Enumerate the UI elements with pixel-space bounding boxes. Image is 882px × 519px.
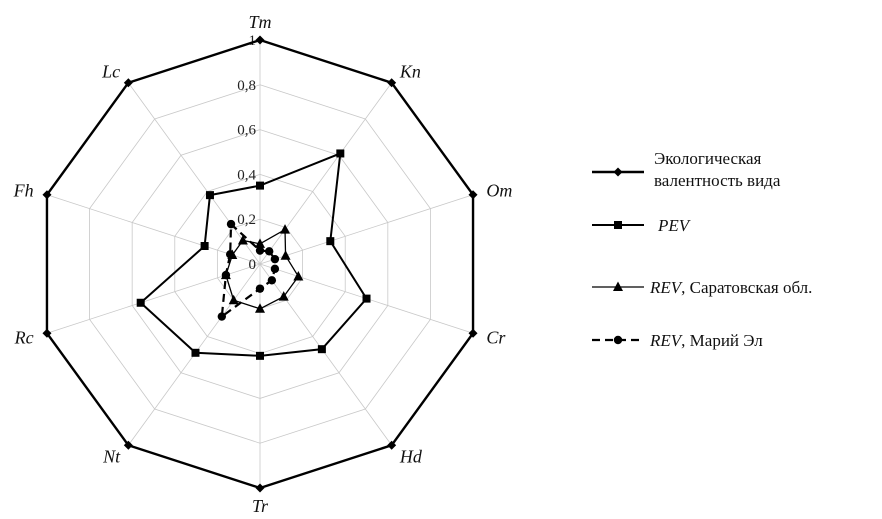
legend-item-1: PEV [592, 216, 692, 235]
tick-label: 0 [249, 257, 257, 273]
tick-label: 1 [249, 33, 257, 49]
series-point [270, 254, 280, 264]
grid-spoke [259, 194, 474, 265]
series-point [336, 149, 345, 158]
axis-label-cr: Cr [486, 328, 506, 348]
series-point [221, 270, 231, 280]
series-0 [42, 35, 478, 493]
legend-label: PEV [657, 216, 692, 235]
axis-labels: Tm Kn Om Cr Hd Tr Nt Rc Fh Lc [13, 12, 513, 516]
series-3 [217, 219, 280, 321]
series-point [237, 234, 248, 245]
legend-label-abbr: REV [649, 331, 684, 350]
series-layer [42, 35, 478, 493]
series-point [205, 191, 214, 200]
series-point [255, 284, 265, 293]
legend-item-2: REV, Саратовская обл. [592, 278, 812, 297]
series-point [270, 264, 280, 274]
axis-label-kn: Kn [399, 61, 421, 81]
legend-label: REV, Саратовская обл. [649, 278, 812, 297]
series-point [228, 294, 239, 305]
grid-spoke [46, 194, 261, 265]
series-point [362, 294, 371, 303]
axis-label-tm: Tm [248, 12, 271, 32]
grid-spoke [259, 82, 392, 265]
series-point [255, 35, 265, 45]
series-point [225, 250, 235, 259]
legend-label-region: , Марий Эл [681, 331, 763, 350]
legend-label: валентность вида [654, 171, 781, 190]
series-point [468, 190, 478, 200]
series-line [225, 228, 300, 310]
series-point [387, 78, 397, 88]
series-point [255, 483, 265, 493]
series-point [226, 219, 236, 229]
legend-label-region: , Саратовская обл. [681, 278, 812, 297]
series-point [123, 78, 133, 88]
series-point [387, 440, 397, 450]
series-point [200, 242, 209, 251]
legend-item-3: REV, Марий Эл [592, 331, 763, 350]
series-point [280, 224, 291, 234]
legend-marker [613, 167, 623, 177]
radial-tick-labels: 0 0,2 0,4 0,6 0,8 1 [237, 33, 256, 273]
series-point [256, 351, 264, 360]
series-point [123, 440, 133, 450]
series-point [255, 238, 265, 248]
legend-item-0: Экологическая валентность вида [592, 149, 781, 190]
axis-label-lc: Lc [101, 61, 120, 81]
series-point [293, 270, 304, 281]
axis-label-fh: Fh [13, 180, 34, 200]
legend-label: REV, Марий Эл [649, 331, 763, 350]
legend-label-abbr: REV [649, 278, 684, 297]
legend-marker [613, 281, 623, 291]
legend-marker [614, 221, 622, 229]
grid-spoke [128, 82, 261, 265]
series-point [326, 237, 335, 246]
series-point [278, 291, 289, 301]
legend-marker [613, 335, 623, 345]
series-point [42, 190, 52, 200]
axis-label-tr: Tr [252, 496, 269, 516]
series-point [280, 250, 291, 260]
legend-label: Экологическая [654, 149, 762, 168]
series-1 [136, 149, 371, 360]
series-point [468, 328, 478, 338]
series-point [255, 246, 265, 255]
axis-label-nt: Nt [102, 447, 121, 467]
series-2 [220, 224, 304, 313]
axis-label-om: Om [486, 180, 512, 200]
series-point [256, 181, 264, 190]
series-point [42, 328, 52, 338]
tick-label: 0,6 [237, 123, 256, 139]
grid-spoke [259, 263, 392, 446]
series-point [255, 303, 265, 313]
series-point [265, 247, 274, 256]
axis-label-rc: Rc [14, 328, 34, 348]
axis-label-hd: Hd [399, 447, 423, 467]
series-point [217, 312, 227, 321]
series-point [267, 276, 277, 285]
tick-label: 0,2 [237, 212, 256, 228]
tick-label: 0,8 [237, 78, 256, 94]
series-point [317, 345, 326, 354]
tick-label: 0,4 [237, 167, 256, 183]
series-point [136, 298, 145, 307]
series-point [191, 348, 200, 357]
